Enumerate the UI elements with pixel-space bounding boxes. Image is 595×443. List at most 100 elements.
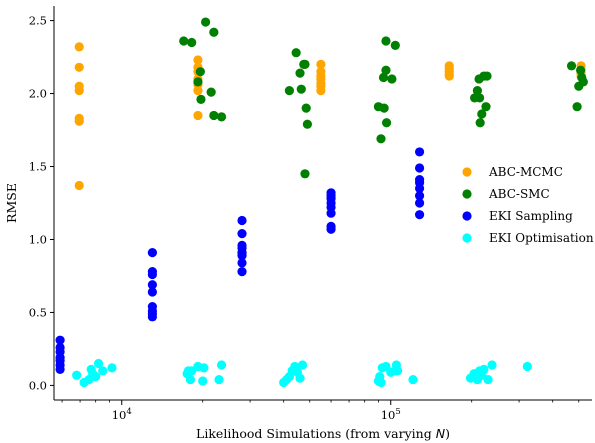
legend-marker-abc-smc <box>462 189 472 199</box>
point-abc-smc <box>179 36 189 46</box>
point-eki-sampling <box>414 191 425 201</box>
point-abc-mcmc <box>74 116 84 126</box>
y-tick-label: 2.5 <box>29 14 47 28</box>
point-abc-smc <box>481 102 491 112</box>
point-abc-smc <box>379 103 389 113</box>
point-eki-optimisation <box>214 374 224 385</box>
y-tick-label: 1.5 <box>29 160 47 174</box>
y-tick-label: 0.0 <box>29 378 47 392</box>
point-abc-smc <box>284 86 294 96</box>
point-eki-sampling <box>326 208 336 218</box>
point-abc-smc <box>572 102 582 112</box>
point-abc-smc <box>209 27 219 37</box>
point-abc-smc <box>475 118 485 128</box>
legend-marker-eki-sampling <box>462 211 472 221</box>
point-abc-smc <box>300 169 310 179</box>
point-abc-smc <box>376 134 386 144</box>
point-eki-sampling <box>414 147 425 157</box>
point-abc-smc <box>206 87 216 97</box>
point-abc-smc <box>195 67 205 77</box>
point-eki-optimisation <box>199 363 209 373</box>
point-eki-sampling <box>414 198 425 208</box>
legend-marker-abc-mcmc <box>462 167 472 177</box>
point-eki-sampling <box>237 266 247 277</box>
point-abc-smc <box>187 37 197 48</box>
point-eki-optimisation <box>216 360 227 370</box>
point-abc-mcmc <box>316 86 326 96</box>
point-eki-optimisation <box>185 374 196 385</box>
point-eki-sampling <box>414 210 425 220</box>
point-abc-smc <box>302 119 312 129</box>
point-abc-smc <box>475 93 485 103</box>
point-eki-optimisation <box>93 358 104 369</box>
legend: ABC-MCMC ABC-SMC EKI Sampling EKI Optimisat… <box>462 165 594 245</box>
point-abc-smc <box>576 65 586 75</box>
point-abc-smc <box>378 72 389 83</box>
point-eki-sampling <box>147 280 157 290</box>
legend-marker-eki-optimisation <box>462 233 472 243</box>
series-eki-sampling <box>55 147 425 374</box>
point-abc-smc <box>209 110 219 121</box>
point-abc-smc <box>201 17 211 27</box>
point-abc-smc <box>578 77 588 87</box>
point-eki-sampling <box>147 269 157 280</box>
point-abc-mcmc <box>74 180 84 191</box>
point-eki-sampling <box>237 250 247 261</box>
legend-label-abc-smc: ABC-SMC <box>488 187 550 201</box>
point-eki-sampling <box>237 258 247 268</box>
point-abc-smc <box>566 61 577 71</box>
point-abc-smc <box>196 94 206 104</box>
series-eki-optimisation <box>72 358 532 388</box>
y-tick-label: 0.5 <box>29 305 47 319</box>
point-eki-sampling <box>147 312 157 322</box>
point-eki-optimisation <box>487 360 497 370</box>
y-tick-label: 2.0 <box>29 87 47 101</box>
point-abc-smc <box>477 109 487 119</box>
point-abc-smc <box>390 40 400 51</box>
legend-label-abc-mcmc: ABC-MCMC <box>488 165 563 179</box>
x-axis: 104 105 <box>54 399 592 422</box>
point-abc-smc <box>216 112 227 122</box>
point-eki-optimisation <box>107 363 117 373</box>
point-eki-sampling <box>147 248 157 258</box>
point-eki-sampling <box>414 163 425 173</box>
point-abc-smc <box>295 68 305 78</box>
x-axis-label: Likelihood Simulations (from varying N) <box>196 426 450 441</box>
point-eki-optimisation <box>297 360 308 370</box>
point-abc-smc <box>296 84 306 94</box>
x-tick-label: 104 <box>112 407 132 422</box>
plot-area <box>55 17 588 388</box>
point-abc-mcmc <box>74 42 84 52</box>
legend-label-eki-optimisation: EKI Optimisation <box>489 231 594 245</box>
point-eki-sampling <box>55 364 65 374</box>
point-eki-optimisation <box>198 376 208 386</box>
point-abc-smc <box>193 77 203 87</box>
legend-label-eki-sampling: EKI Sampling <box>489 209 573 223</box>
point-eki-optimisation <box>72 370 82 380</box>
point-eki-optimisation <box>408 374 418 385</box>
point-abc-mcmc <box>193 55 203 65</box>
point-abc-smc <box>381 118 392 128</box>
point-eki-optimisation <box>392 366 403 376</box>
point-abc-smc <box>387 74 397 84</box>
point-abc-mcmc <box>193 110 203 121</box>
series-abc-smc <box>179 17 588 179</box>
point-eki-sampling <box>237 229 247 239</box>
point-abc-mcmc <box>316 59 326 69</box>
point-abc-smc <box>301 103 311 113</box>
point-eki-optimisation <box>98 366 108 376</box>
point-abc-mcmc <box>74 86 84 96</box>
point-eki-sampling <box>147 287 157 297</box>
point-abc-smc <box>291 48 301 58</box>
point-abc-smc <box>300 59 310 69</box>
point-eki-sampling <box>414 183 425 194</box>
y-axis-label: RMSE <box>4 183 19 223</box>
point-eki-optimisation <box>295 373 305 383</box>
point-eki-optimisation <box>483 374 493 385</box>
point-eki-optimisation <box>91 372 101 382</box>
point-abc-mcmc <box>444 71 454 81</box>
point-abc-smc <box>381 36 391 46</box>
point-eki-optimisation <box>376 377 386 388</box>
point-abc-mcmc <box>74 62 84 72</box>
